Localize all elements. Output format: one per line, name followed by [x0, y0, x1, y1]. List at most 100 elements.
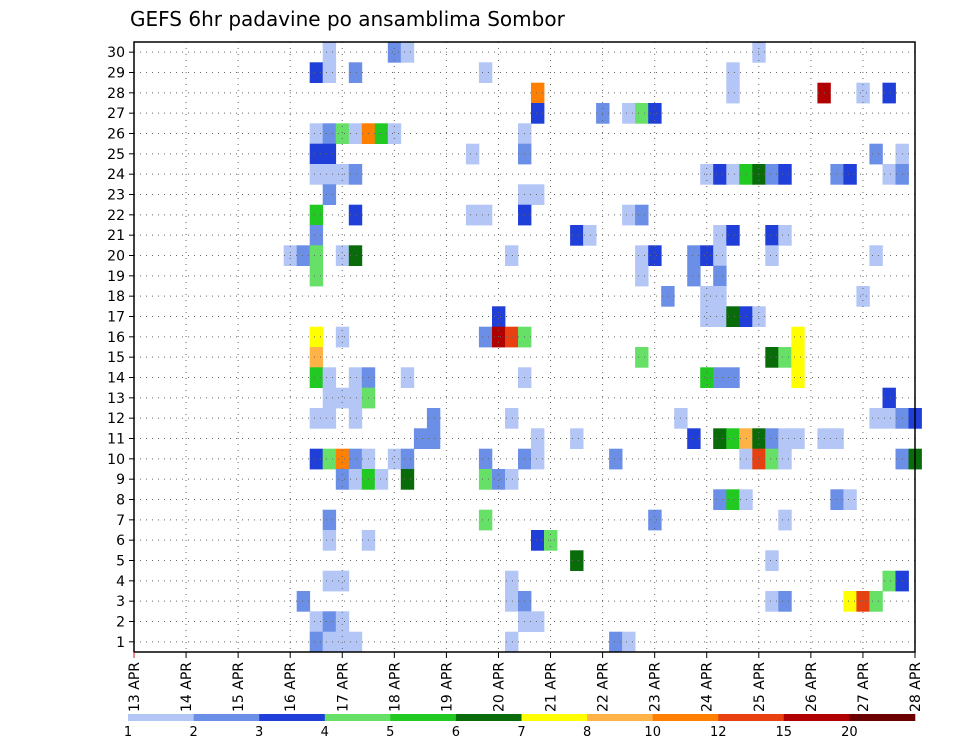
heatmap-cell — [309, 367, 324, 388]
heatmap-cell — [856, 286, 870, 307]
heatmap-cell — [322, 570, 337, 592]
heatmap-cell — [387, 448, 402, 470]
heatmap-cell — [505, 591, 519, 612]
heatmap-cell — [635, 265, 649, 287]
x-tick-label: 17 APR — [335, 662, 351, 712]
heatmap-cell — [387, 42, 402, 63]
x-tick-label: 26 APR — [804, 662, 820, 712]
heatmap-cell — [882, 387, 896, 409]
heatmap-cell — [700, 245, 714, 266]
heatmap-cell — [713, 164, 727, 185]
heatmap-cell — [400, 469, 415, 490]
heatmap-cell — [622, 204, 636, 226]
heatmap-cell — [322, 530, 337, 551]
colorbar-label: 3 — [255, 725, 263, 740]
heatmap-cell — [726, 306, 740, 327]
heatmap-cell — [713, 306, 727, 327]
heatmap-cell — [531, 103, 545, 124]
heatmap-cell — [309, 631, 324, 653]
heatmap-cell — [348, 408, 363, 429]
heatmap-cell — [374, 123, 389, 144]
heatmap-cell — [648, 509, 662, 531]
heatmap-cell — [348, 387, 363, 409]
y-tick-label: 1 — [116, 635, 125, 651]
heatmap-cell — [309, 164, 324, 185]
heatmap-cell — [726, 62, 740, 83]
heatmap-cell — [322, 184, 337, 205]
x-tick-label: 28 APR — [908, 662, 924, 712]
x-tick-label: 19 APR — [439, 662, 455, 712]
heatmap-cell — [478, 326, 493, 348]
heatmap-cell — [478, 448, 493, 470]
x-tick-label: 15 APR — [231, 662, 247, 712]
heatmap-cell — [505, 326, 519, 348]
heatmap-cell — [778, 509, 792, 531]
heatmap-cell — [478, 62, 493, 83]
y-tick-label: 6 — [116, 533, 125, 549]
heatmap-cell — [348, 367, 363, 388]
colorbar-swatch — [455, 714, 522, 721]
heatmap-cell — [505, 408, 519, 429]
heatmap-cell — [791, 367, 805, 388]
y-tick-label: 14 — [107, 371, 125, 387]
heatmap-cell — [322, 611, 337, 632]
heatmap-cell — [531, 428, 545, 449]
heatmap-cell — [309, 123, 324, 144]
y-tick-label: 27 — [107, 106, 125, 122]
heatmap-cell — [505, 245, 519, 266]
heatmap-cell — [726, 225, 740, 246]
colorbar-swatch — [718, 714, 785, 721]
heatmap-cell — [570, 225, 584, 246]
heatmap-cell — [856, 82, 870, 104]
x-tick-label: 27 APR — [856, 662, 872, 712]
heatmap-cell — [426, 408, 441, 429]
y-tick-label: 25 — [107, 147, 125, 163]
heatmap-cell — [400, 367, 415, 388]
heatmap-cell — [687, 245, 701, 266]
heatmap-cell — [622, 631, 636, 653]
heatmap-cell — [713, 265, 727, 287]
heatmap-cell — [322, 123, 337, 144]
heatmap-cell — [335, 245, 350, 266]
heatmap-cell — [765, 591, 779, 612]
heatmap-cell — [778, 428, 792, 449]
heatmap-cell — [348, 469, 363, 490]
colorbar-swatch — [390, 714, 457, 721]
heatmap-cell — [413, 428, 428, 449]
heatmap-cell — [322, 631, 337, 653]
y-tick-label: 26 — [107, 127, 125, 143]
heatmap-cell — [843, 591, 857, 612]
x-tick-label: 14 APR — [179, 662, 195, 712]
heatmap-cell — [309, 347, 324, 368]
heatmap-cell — [531, 530, 545, 551]
plot-frame — [133, 41, 916, 653]
heatmap-cell — [322, 509, 337, 531]
colorbar-swatch — [587, 714, 653, 721]
heatmap-cell — [791, 326, 805, 348]
heatmap-cell — [322, 143, 337, 165]
heatmap-cell — [882, 82, 896, 104]
y-tick-label: 18 — [107, 289, 125, 305]
heatmap-cell — [400, 42, 415, 63]
heatmap-cell — [348, 204, 363, 226]
heatmap-cell — [505, 631, 519, 653]
heatmap-cell — [778, 448, 792, 470]
heatmap-cell — [830, 489, 844, 510]
heatmap-cell — [791, 347, 805, 368]
colorbar-label: 20 — [841, 725, 858, 740]
colorbar-swatch — [521, 714, 588, 721]
heatmap-cell — [635, 204, 649, 226]
heatmap-cell — [309, 225, 324, 246]
heatmap-cell — [869, 245, 883, 266]
heatmap-cell — [635, 347, 649, 368]
x-tick-label: 16 APR — [283, 662, 299, 712]
heatmap-cell — [322, 164, 337, 185]
heatmap-cell — [335, 448, 350, 470]
heatmap-cell — [309, 326, 324, 348]
y-tick-label: 20 — [107, 249, 125, 265]
x-tick-label: 18 APR — [387, 662, 403, 712]
colorbar-label: 10 — [644, 725, 661, 740]
heatmap-cell — [778, 347, 792, 368]
heatmap-cell — [309, 204, 324, 226]
